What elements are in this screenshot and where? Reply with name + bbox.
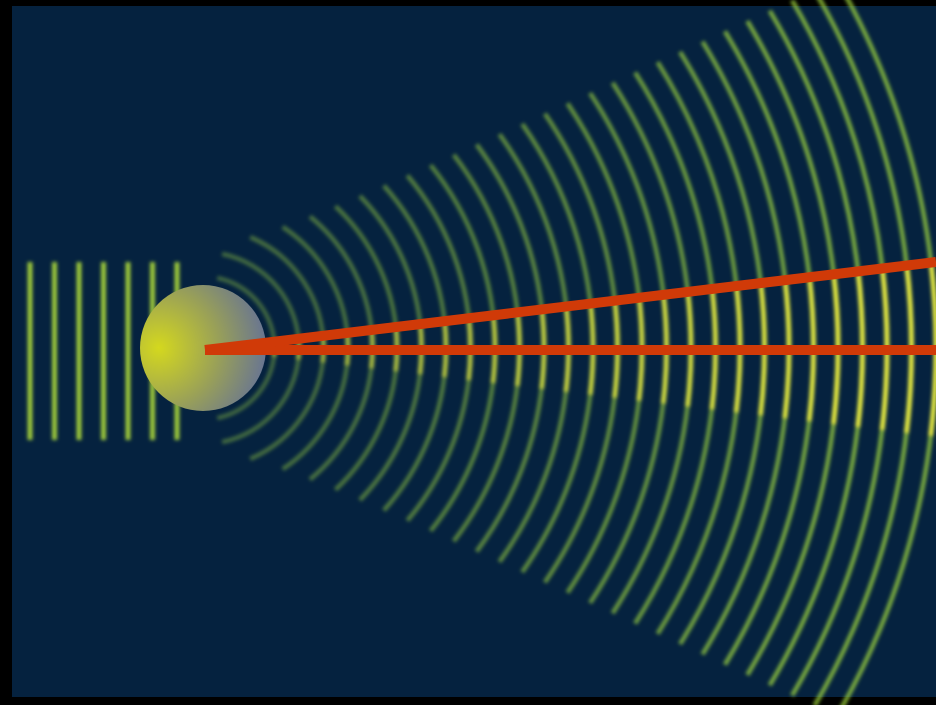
wave-simulation	[0, 0, 936, 705]
page: (() => { const g = document.getElementBy…	[0, 0, 936, 705]
